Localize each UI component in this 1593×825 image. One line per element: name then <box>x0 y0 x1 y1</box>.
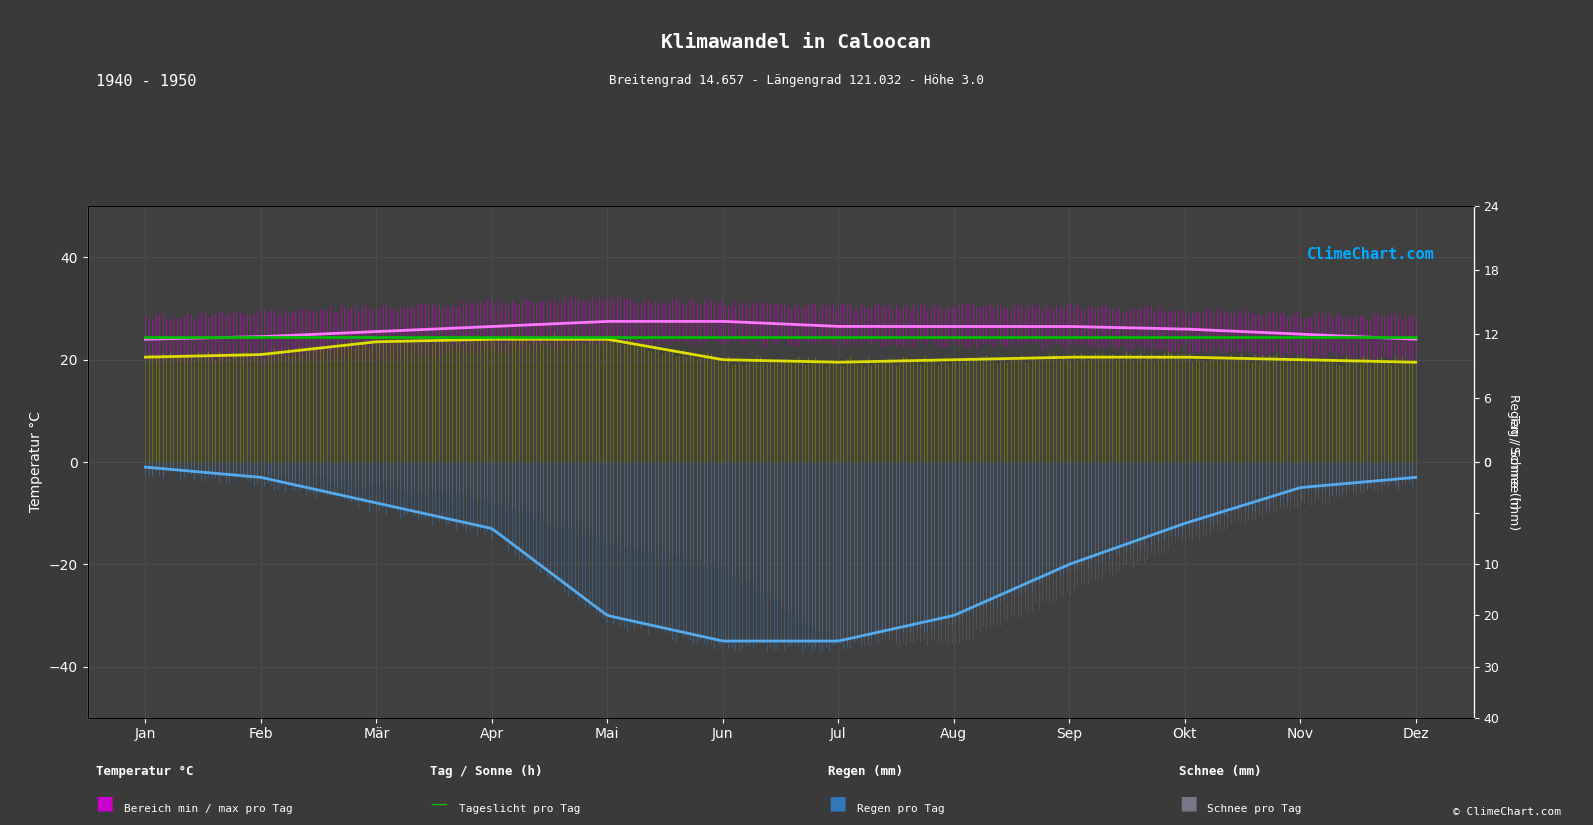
Text: —: — <box>430 794 446 813</box>
Text: ■: ■ <box>96 794 115 813</box>
Text: Klimawandel in Caloocan: Klimawandel in Caloocan <box>661 33 932 52</box>
Y-axis label: Tag / Sonne (h): Tag / Sonne (h) <box>1507 415 1520 509</box>
Y-axis label: Regen / Schnee (mm): Regen / Schnee (mm) <box>1507 394 1520 530</box>
Text: Breitengrad 14.657 - Längengrad 121.032 - Höhe 3.0: Breitengrad 14.657 - Längengrad 121.032 … <box>609 74 984 87</box>
Text: Regen pro Tag: Regen pro Tag <box>857 804 945 813</box>
Text: Bereich min / max pro Tag: Bereich min / max pro Tag <box>124 804 293 813</box>
Text: —: — <box>1179 823 1195 825</box>
Text: ClimeChart.com: ClimeChart.com <box>1308 248 1435 262</box>
Text: ■: ■ <box>1179 794 1198 813</box>
Text: Temperatur °C: Temperatur °C <box>96 766 193 779</box>
Text: 1940 - 1950: 1940 - 1950 <box>96 74 196 89</box>
Text: © ClimeChart.com: © ClimeChart.com <box>1453 807 1561 817</box>
Text: —: — <box>828 823 844 825</box>
Text: ■: ■ <box>828 794 847 813</box>
Text: Regen (mm): Regen (mm) <box>828 766 903 779</box>
Text: Tag / Sonne (h): Tag / Sonne (h) <box>430 766 543 779</box>
Text: —: — <box>96 823 112 825</box>
Text: ■: ■ <box>430 823 449 825</box>
Text: Schnee (mm): Schnee (mm) <box>1179 766 1262 779</box>
Text: Tageslicht pro Tag: Tageslicht pro Tag <box>459 804 580 813</box>
Y-axis label: Temperatur °C: Temperatur °C <box>29 412 43 512</box>
Text: Schnee pro Tag: Schnee pro Tag <box>1207 804 1301 813</box>
